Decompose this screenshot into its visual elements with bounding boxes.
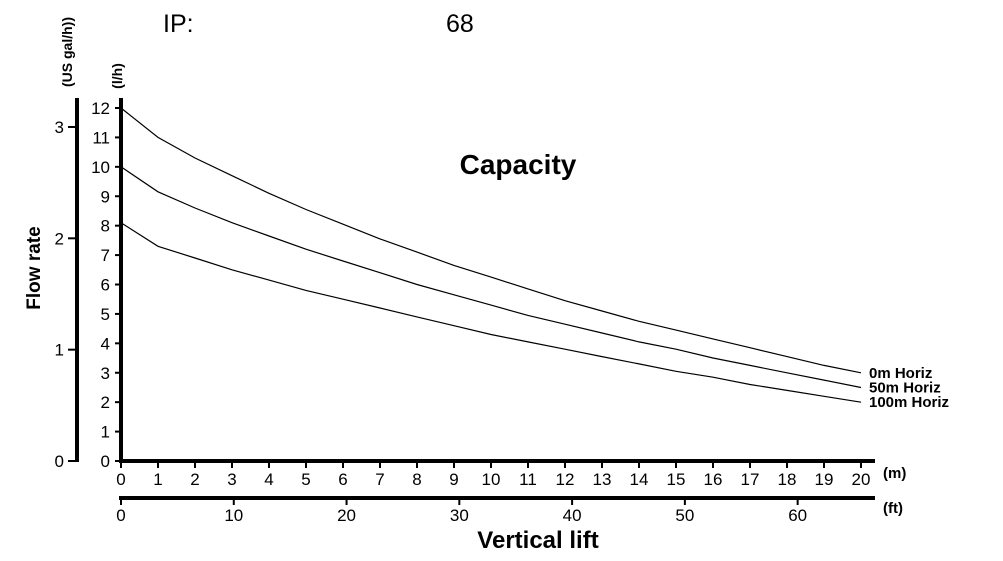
x-tick-label-m: 1 [153,470,162,489]
legend-label-0m-horiz: 0m Horiz [869,365,932,382]
y-unit-lh: (l/h) [109,63,125,89]
y-tick-label-lh: 1 [101,423,110,442]
x-tick-label-m: 20 [852,470,871,489]
x-tick-label-ft: 10 [224,506,243,525]
y-tick-label-lh: 8 [101,217,110,236]
y-tick-label-lh: 5 [101,305,110,324]
series-line-100m-horiz [120,222,862,403]
y-tick-label-lh: 2 [101,393,110,412]
y-tick-label-gal: 3 [55,118,64,137]
legend-label-100m-horiz: 100m Horiz [869,394,949,411]
ip-label: IP: [163,10,194,38]
x-tick-label-m: 11 [519,470,537,489]
y-tick-label-lh: 0 [101,452,110,471]
x-tick-label-ft: 0 [116,506,125,525]
x-tick-label-m: 4 [264,470,273,489]
x-tick-label-m: 2 [190,470,199,489]
y-tick-label-gal: 2 [55,229,64,248]
y-tick-label-lh: 10 [91,158,110,177]
x-unit-ft: (ft) [883,500,903,517]
x-tick-label-m: 0 [116,470,125,489]
x-axis-title: Vertical lift [477,527,598,554]
series-line-0m-horiz [120,107,862,374]
x-tick-label-m: 12 [556,470,575,489]
x-tick-label-m: 15 [667,470,686,489]
x-tick-label-m: 3 [227,470,236,489]
x-tick-label-m: 19 [815,470,834,489]
y-unit-gal: (US gal/h)) [59,17,75,87]
x-tick-label-m: 6 [338,470,347,489]
y-tick-label-lh: 12 [91,99,110,118]
x-tick-label-m: 10 [482,470,501,489]
y-tick-label-lh: 7 [101,246,110,265]
chart-title: Capacity [460,149,577,180]
x-tick-label-m: 16 [704,470,723,489]
y-tick-label-lh: 9 [101,187,110,206]
ip-value: 68 [446,10,474,38]
y-tick-label-lh: 4 [101,334,110,353]
x-tick-label-ft: 50 [675,506,694,525]
x-tick-label-m: 7 [375,470,384,489]
x-tick-label-ft: 20 [337,506,356,525]
x-tick-label-m: 17 [741,470,760,489]
x-tick-label-m: 13 [593,470,612,489]
x-tick-label-ft: 60 [788,506,807,525]
series-line-50m-horiz [120,166,862,389]
y-tick-label-gal: 0 [55,452,64,471]
x-tick-label-m: 14 [630,470,649,489]
x-tick-label-m: 5 [301,470,310,489]
x-tick-label-m: 8 [412,470,421,489]
y-tick-label-lh: 3 [101,364,110,383]
y-tick-label-lh: 11 [92,128,110,147]
x-unit-m: (m) [883,465,906,482]
x-tick-label-ft: 40 [563,506,582,525]
x-tick-label-m: 9 [449,470,458,489]
x-tick-label-m: 18 [778,470,797,489]
y-axis-title: Flow rate [24,226,45,309]
y-tick-label-lh: 6 [101,276,110,295]
y-tick-label-gal: 1 [55,341,64,360]
legend-label-50m-horiz: 50m Horiz [869,379,941,396]
x-tick-label-ft: 30 [450,506,469,525]
